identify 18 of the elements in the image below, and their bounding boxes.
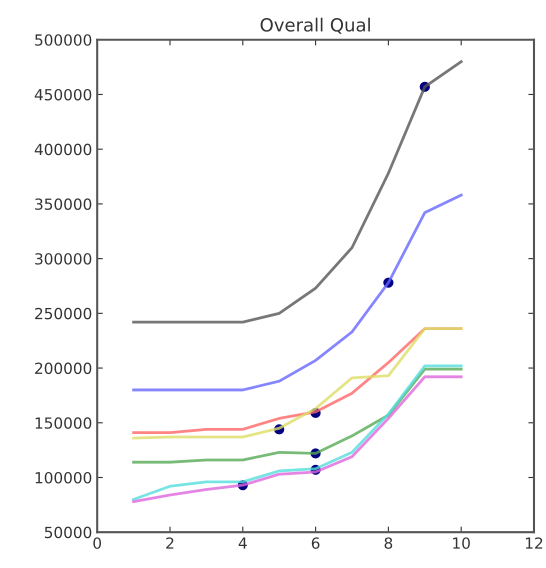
x-tick-label: 6 xyxy=(312,537,320,549)
x-tick-label: 12 xyxy=(526,537,542,549)
x-tick-label: 4 xyxy=(238,538,247,549)
y-tick-label: 500000 xyxy=(35,34,92,46)
y-tick-label: 100000 xyxy=(36,472,92,484)
y-tick-label: 300000 xyxy=(35,253,92,265)
y-tick-label: 400000 xyxy=(34,144,92,156)
y-tick-label: 250000 xyxy=(35,308,92,320)
y-tick-label: 200000 xyxy=(35,362,92,374)
x-tick-label: 8 xyxy=(384,537,392,549)
y-tick-label: 50000 xyxy=(44,526,92,538)
y-tick-label: 450000 xyxy=(34,88,92,100)
chart-title: Overall Qual xyxy=(260,18,370,34)
x-tick-label: 2 xyxy=(166,537,174,549)
x-tick-label: 10 xyxy=(453,537,470,549)
y-tick-label: 350000 xyxy=(35,198,92,210)
x-tick-label: 0 xyxy=(93,537,102,549)
y-tick-label: 150000 xyxy=(36,417,92,429)
